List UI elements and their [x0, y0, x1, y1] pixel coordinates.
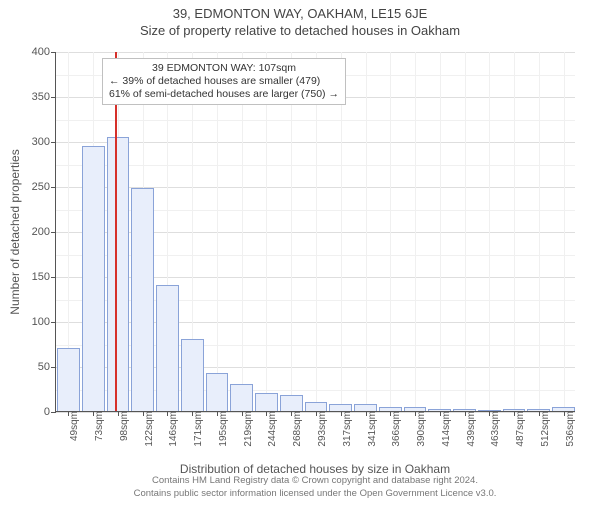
xtick-label: 268sqm: [288, 411, 303, 447]
xtick-label: 98sqm: [115, 411, 130, 441]
gridline-v: [390, 52, 391, 411]
ytick-label: 400: [32, 46, 56, 58]
histogram-bar: [552, 407, 575, 411]
gridline-v: [316, 52, 317, 411]
footer-line-1: Contains HM Land Registry data © Crown c…: [55, 475, 575, 487]
xtick-label: 512sqm: [536, 411, 551, 447]
xtick-label: 49sqm: [65, 411, 80, 441]
gridline-v: [465, 52, 466, 411]
gridline-v: [217, 52, 218, 411]
xtick-label: 122sqm: [140, 411, 155, 447]
histogram-bar: [230, 384, 253, 411]
y-axis-label: Number of detached properties: [8, 149, 22, 314]
histogram-bar: [107, 137, 130, 412]
histogram-bar: [305, 402, 328, 411]
xtick-label: 171sqm: [189, 411, 204, 447]
xtick-label: 463sqm: [486, 411, 501, 447]
xtick-label: 317sqm: [338, 411, 353, 447]
footer-line-2: Contains public sector information licen…: [55, 488, 575, 500]
xtick-label: 219sqm: [239, 411, 254, 447]
gridline-v: [291, 52, 292, 411]
gridline-v: [489, 52, 490, 411]
histogram-bar: [428, 409, 451, 411]
xtick-label: 293sqm: [313, 411, 328, 447]
xtick-label: 195sqm: [214, 411, 229, 447]
ytick-label: 100: [32, 316, 56, 328]
chart-area: Number of detached properties 0501001502…: [55, 52, 575, 412]
annotation-line-3: 61% of semi-detached houses are larger (…: [109, 88, 339, 101]
xtick-label: 414sqm: [437, 411, 452, 447]
gridline-v: [415, 52, 416, 411]
histogram-bar: [503, 409, 526, 411]
histogram-bar: [453, 409, 476, 411]
gridline-v: [341, 52, 342, 411]
histogram-bar: [527, 409, 550, 411]
ytick-label: 350: [32, 91, 56, 103]
xtick-label: 439sqm: [462, 411, 477, 447]
ytick-label: 200: [32, 226, 56, 238]
footer-attribution: Contains HM Land Registry data © Crown c…: [55, 475, 575, 500]
property-marker-line: [115, 52, 117, 411]
gridline-v: [366, 52, 367, 411]
gridline-v: [242, 52, 243, 411]
gridline-v: [440, 52, 441, 411]
ytick-label: 300: [32, 136, 56, 148]
xtick-label: 73sqm: [90, 411, 105, 441]
xtick-label: 366sqm: [387, 411, 402, 447]
annotation-line-1: 39 EDMONTON WAY: 107sqm: [109, 62, 339, 75]
ytick-label: 250: [32, 181, 56, 193]
xtick-label: 341sqm: [363, 411, 378, 447]
gridline-v: [266, 52, 267, 411]
xtick-label: 487sqm: [511, 411, 526, 447]
histogram-bar: [57, 348, 80, 411]
histogram-bar: [478, 410, 501, 411]
gridline-v: [564, 52, 565, 411]
xtick-label: 146sqm: [164, 411, 179, 447]
annotation-box: 39 EDMONTON WAY: 107sqm ← 39% of detache…: [102, 58, 346, 105]
chart-subtitle: Size of property relative to detached ho…: [0, 23, 600, 38]
address-title: 39, EDMONTON WAY, OAKHAM, LE15 6JE: [0, 6, 600, 21]
histogram-bar: [255, 393, 278, 411]
plot-region: 05010015020025030035040049sqm73sqm98sqm1…: [55, 52, 575, 412]
histogram-bar: [329, 404, 352, 411]
histogram-bar: [404, 407, 427, 411]
histogram-bar: [206, 373, 229, 411]
histogram-bar: [156, 285, 179, 411]
histogram-bar: [280, 395, 303, 411]
ytick-label: 50: [38, 361, 56, 373]
xtick-label: 244sqm: [263, 411, 278, 447]
xtick-label: 390sqm: [412, 411, 427, 447]
annotation-line-2: ← 39% of detached houses are smaller (47…: [109, 75, 339, 88]
gridline-v: [539, 52, 540, 411]
xtick-label: 536sqm: [561, 411, 576, 447]
histogram-bar: [181, 339, 204, 411]
x-axis-label: Distribution of detached houses by size …: [55, 462, 575, 476]
histogram-bar: [131, 188, 154, 411]
histogram-bar: [82, 146, 105, 412]
histogram-bar: [379, 407, 402, 412]
histogram-bar: [354, 404, 377, 411]
ytick-label: 150: [32, 271, 56, 283]
gridline-v: [514, 52, 515, 411]
ytick-label: 0: [44, 406, 56, 418]
